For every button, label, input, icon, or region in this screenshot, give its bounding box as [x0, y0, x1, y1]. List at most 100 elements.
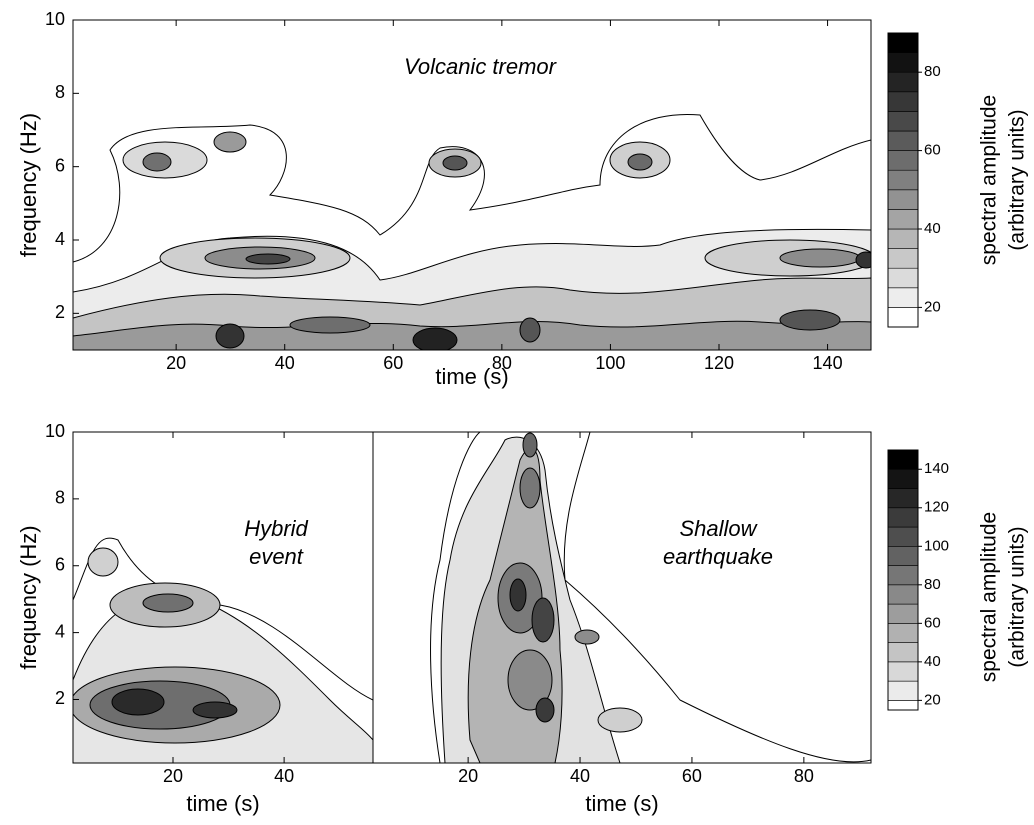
- colorbar-band: [887, 71, 919, 93]
- contour-region: [627, 153, 653, 171]
- colorbar-band: [887, 287, 919, 308]
- contour-region: [442, 155, 468, 171]
- contour-region: [531, 597, 555, 643]
- colorbar-band: [887, 603, 919, 624]
- colorbar-band: [887, 526, 919, 547]
- y-tick-label: 10: [45, 9, 65, 29]
- y-tick-label: 2: [55, 302, 65, 322]
- x-tick-label: 20: [163, 766, 183, 786]
- colorbar-band: [887, 307, 919, 328]
- x-tick-label: 40: [274, 766, 294, 786]
- contour-region: [522, 432, 538, 458]
- colorbar-band: [887, 209, 919, 230]
- colorbar-band: [887, 130, 919, 151]
- colorbar-tick-label: 20: [924, 298, 941, 315]
- x-tick-label: 140: [813, 353, 843, 373]
- contour-region: [87, 547, 119, 577]
- x-tick-label: 40: [275, 353, 295, 373]
- colorbar-label: spectral amplitude: [978, 512, 1001, 682]
- x-axis-label: time (s): [186, 791, 259, 816]
- colorbar-band: [887, 565, 919, 586]
- colorbar-band: [887, 267, 919, 289]
- x-tick-label: 20: [458, 766, 478, 786]
- colorbar-band: [887, 91, 919, 112]
- colorbar-tick-label: 40: [924, 220, 941, 237]
- contour-field: [73, 537, 373, 763]
- y-axis-label: frequency (Hz): [16, 113, 41, 257]
- x-tick-label: 80: [794, 766, 814, 786]
- colorbar-band: [887, 111, 919, 132]
- colorbar-label: (arbitrary units): [1006, 109, 1029, 250]
- x-tick-label: 100: [595, 353, 625, 373]
- colorbar-band: [887, 623, 919, 643]
- colorbar-tick-label: 100: [924, 537, 949, 554]
- colorbar-label: spectral amplitude: [978, 95, 1001, 265]
- y-tick-label: 8: [55, 488, 65, 508]
- contour-region: [779, 248, 861, 268]
- colorbar-band: [887, 248, 919, 269]
- y-tick-label: 4: [55, 621, 65, 641]
- colorbar-band: [887, 189, 919, 210]
- colorbar-frame: [887, 32, 919, 328]
- x-tick-label: 80: [492, 353, 512, 373]
- annotation: Shallow: [679, 516, 758, 541]
- annotation: Volcanic tremor: [404, 54, 558, 79]
- y-tick-label: 6: [55, 554, 65, 574]
- contour-region: [779, 309, 841, 331]
- colorbar-band: [887, 52, 919, 73]
- colorbar-band: [887, 32, 919, 53]
- x-tick-label: 120: [704, 353, 734, 373]
- contour-region: [509, 578, 527, 612]
- contour-region: [507, 649, 553, 711]
- y-axis-label: frequency (Hz): [16, 525, 41, 669]
- y-tick-label: 6: [55, 155, 65, 175]
- colorbar-band: [887, 228, 919, 249]
- y-tick-label: 10: [45, 421, 65, 441]
- contour-region: [73, 320, 871, 350]
- colorbar-band: [887, 642, 919, 663]
- y-tick-label: 4: [55, 229, 65, 249]
- contour-region: [535, 697, 555, 723]
- colorbar-tick-label: 80: [924, 63, 941, 80]
- colorbar-tick-label: 20: [924, 691, 941, 708]
- x-axis-label: time (s): [585, 791, 658, 816]
- colorbar-tick-label: 60: [924, 614, 941, 631]
- colorbar-label: (arbitrary units): [1006, 526, 1029, 667]
- annotation: event: [249, 544, 304, 569]
- colorbar-frame: [887, 449, 919, 711]
- colorbar-band: [887, 507, 919, 528]
- contour-region: [213, 131, 247, 153]
- contour-region: [597, 707, 643, 733]
- contour-region: [215, 323, 245, 349]
- colorbar-band: [887, 169, 919, 191]
- colorbar-band: [887, 661, 919, 682]
- contour-region: [574, 629, 600, 645]
- x-tick-label: 40: [570, 766, 590, 786]
- contour-field: [73, 113, 871, 350]
- colorbar-tick-label: 120: [924, 499, 949, 516]
- y-tick-label: 2: [55, 688, 65, 708]
- colorbar-band: [887, 449, 919, 470]
- annotation: Hybrid: [244, 516, 308, 541]
- plot-frame: [372, 431, 872, 764]
- colorbar-tick-label: 140: [924, 460, 949, 477]
- x-tick-label: 60: [383, 353, 403, 373]
- colorbar-band: [887, 584, 919, 605]
- contour-region: [855, 251, 871, 269]
- colorbar-band: [887, 680, 919, 701]
- annotation: earthquake: [663, 544, 773, 569]
- contour-region: [519, 467, 541, 509]
- contour-field: [430, 432, 871, 763]
- contour-region: [289, 316, 371, 334]
- y-tick-label: 8: [55, 82, 65, 102]
- contour-region: [412, 327, 458, 350]
- contour-region: [111, 688, 165, 716]
- plot-frame: [72, 19, 872, 351]
- x-tick-label: 60: [682, 766, 702, 786]
- contour-region: [245, 253, 291, 265]
- contour-region: [192, 701, 238, 719]
- x-axis-label: time (s): [435, 364, 508, 389]
- colorbar-band: [887, 468, 919, 489]
- colorbar-band: [887, 700, 919, 711]
